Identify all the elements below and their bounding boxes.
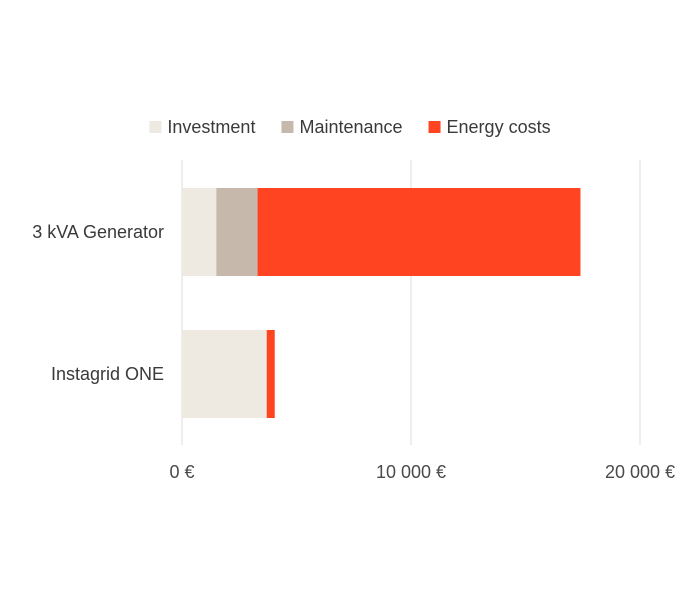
x-tick-label-1: 10 000 € <box>376 462 446 482</box>
bar-1-energy-costs <box>266 330 275 418</box>
legend-label-2: Energy costs <box>447 117 551 137</box>
x-axis-tick-labels: 0 € 10 000 € 20 000 € <box>169 462 675 482</box>
legend-item-maintenance: Maintenance <box>281 117 403 137</box>
bar-1-investment <box>182 330 267 418</box>
x-tick-label-2: 20 000 € <box>605 462 675 482</box>
legend: Investment Maintenance Energy costs <box>149 117 551 137</box>
legend-label-1: Maintenance <box>299 117 402 137</box>
legend-item-energy-costs: Energy costs <box>428 117 551 137</box>
legend-swatch-0 <box>149 121 162 133</box>
legend-item-investment: Investment <box>149 117 255 137</box>
category-labels: 3 kVA Generator Instagrid ONE <box>32 222 164 384</box>
legend-swatch-2 <box>428 121 441 133</box>
bars <box>182 188 581 418</box>
category-label-1: Instagrid ONE <box>51 364 164 384</box>
bar-0-energy-costs <box>257 188 581 276</box>
x-tick-label-0: 0 € <box>169 462 194 482</box>
legend-label-0: Investment <box>167 117 255 137</box>
bar-0-maintenance <box>216 188 258 276</box>
legend-swatch-1 <box>281 121 294 133</box>
category-label-0: 3 kVA Generator <box>32 222 164 242</box>
bar-0-investment <box>182 188 217 276</box>
